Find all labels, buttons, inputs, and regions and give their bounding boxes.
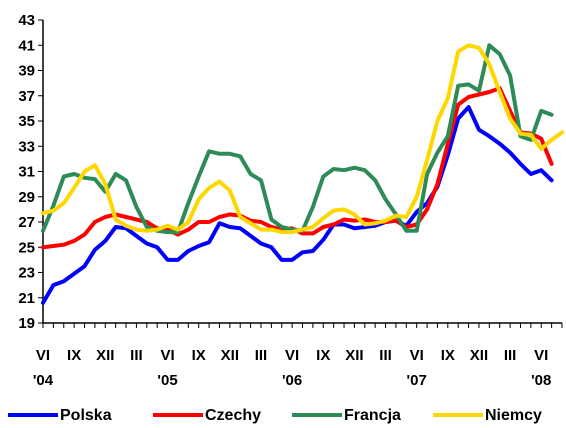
y-axis: 19 21 23 25 27 29 31 33 35 37 39 41 43 bbox=[18, 12, 44, 332]
y-tick-label: 25 bbox=[18, 239, 35, 256]
y-tick-label: 29 bbox=[18, 189, 35, 206]
x-tick-label: III bbox=[379, 347, 392, 364]
x-tick-label: VI bbox=[410, 347, 424, 364]
y-tick-label: 27 bbox=[18, 214, 35, 231]
x-tick-label: III bbox=[130, 347, 143, 364]
x-tick-label: III bbox=[504, 347, 517, 364]
x-tick-label: IX bbox=[192, 347, 206, 364]
x-tick-label: IX bbox=[316, 347, 330, 364]
legend-label-francja: Francja bbox=[344, 407, 401, 424]
y-tick-label: 31 bbox=[18, 164, 35, 181]
series-line-polska bbox=[41, 105, 554, 305]
legend: Polska Czechy Francja Niemcy bbox=[8, 407, 542, 424]
x-year-label: '06 bbox=[282, 372, 302, 389]
x-year-label: '05 bbox=[157, 372, 177, 389]
y-tick-label: 23 bbox=[18, 265, 35, 282]
y-tick-label: 35 bbox=[18, 113, 35, 130]
y-tick-label: 41 bbox=[18, 37, 35, 54]
x-year-label: '04 bbox=[33, 372, 54, 389]
x-tick-label: VI bbox=[36, 347, 50, 364]
y-tick-label: 37 bbox=[18, 88, 35, 105]
x-year-label: '07 bbox=[407, 372, 427, 389]
series-line-francja bbox=[41, 43, 554, 235]
y-tick-label: 43 bbox=[18, 12, 35, 29]
x-tick-label: XII bbox=[96, 347, 114, 364]
x-tick-label: III bbox=[255, 347, 268, 364]
x-tick-label: XII bbox=[345, 347, 363, 364]
legend-label-czechy: Czechy bbox=[205, 407, 261, 424]
y-tick-label: 33 bbox=[18, 138, 35, 155]
x-tick-label: VI bbox=[285, 347, 299, 364]
x-tick-label: XII bbox=[221, 347, 239, 364]
x-tick-label: IX bbox=[441, 347, 455, 364]
x-tick-label: IX bbox=[67, 347, 81, 364]
x-year-label: '08 bbox=[531, 372, 551, 389]
x-tick-label: VI bbox=[534, 347, 548, 364]
legend-label-polska: Polska bbox=[60, 407, 112, 424]
y-tick-label: 19 bbox=[18, 315, 35, 332]
plot-area bbox=[41, 43, 564, 305]
y-tick-label: 39 bbox=[18, 63, 35, 80]
x-tick-label: VI bbox=[160, 347, 174, 364]
y-tick-label: 21 bbox=[18, 290, 35, 307]
series-line-niemcy bbox=[41, 43, 564, 235]
x-tick-label: XII bbox=[470, 347, 488, 364]
legend-label-niemcy: Niemcy bbox=[485, 407, 542, 424]
x-axis: VI IX XII III VI IX XII III VI IX XII III VI IX XII III… bbox=[33, 322, 563, 389]
